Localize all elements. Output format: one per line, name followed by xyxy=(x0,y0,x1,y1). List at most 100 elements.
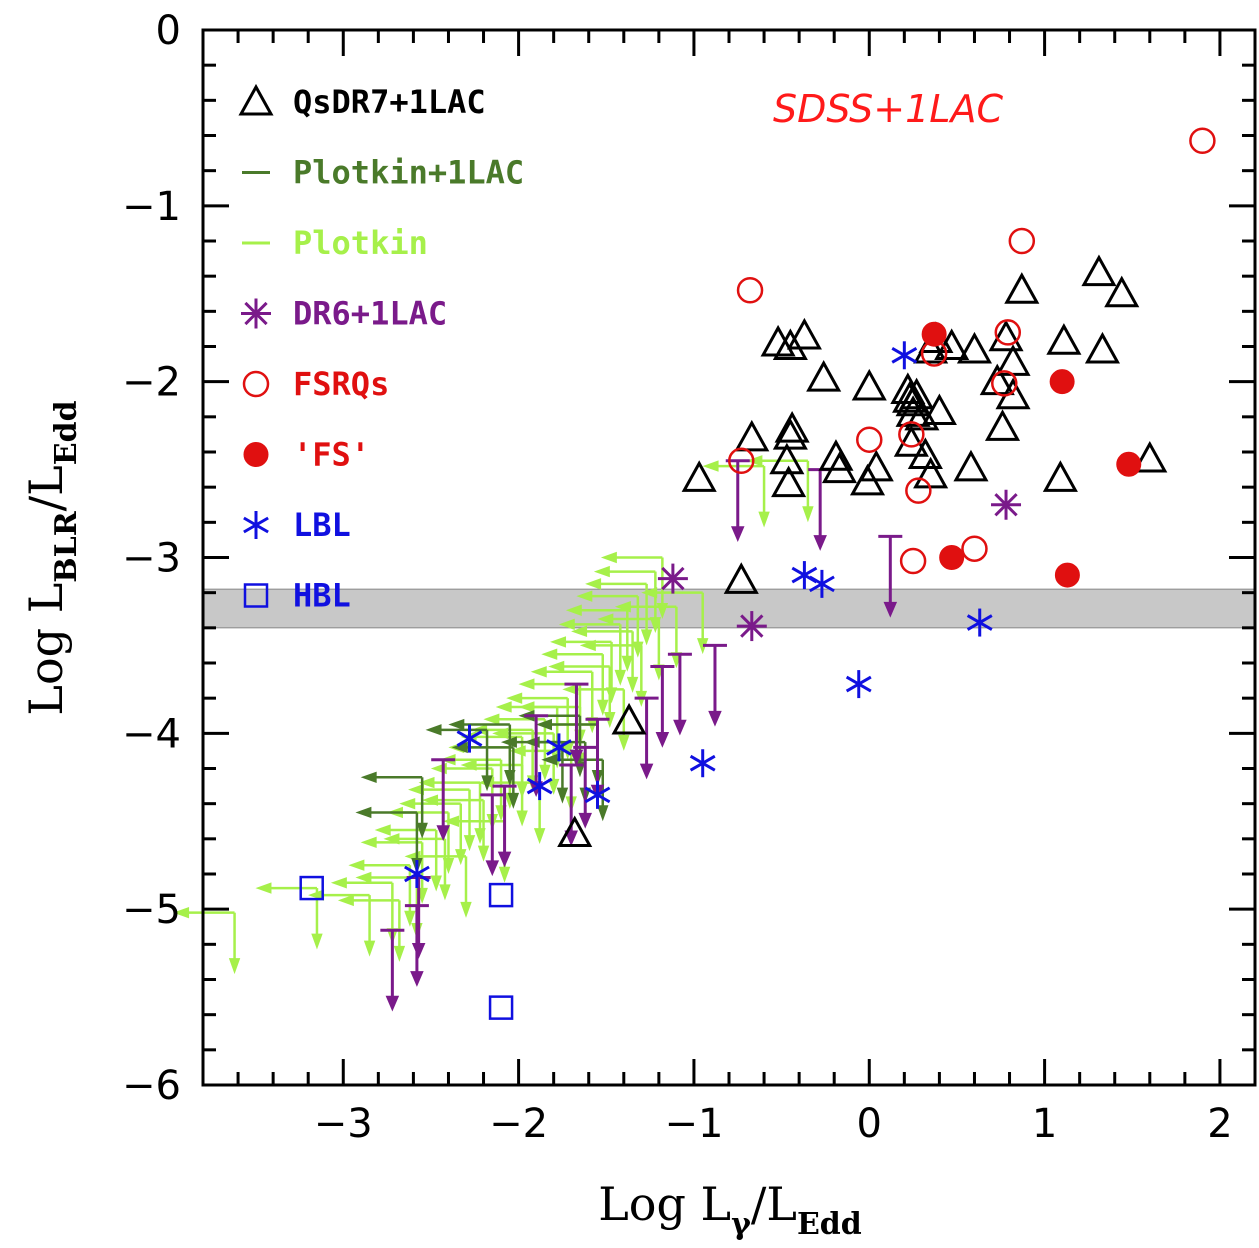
limit-down-head xyxy=(626,676,639,693)
limit-left-head xyxy=(746,455,763,467)
upper-limit-arrow xyxy=(431,758,456,841)
upper-limit-arrow xyxy=(380,928,405,1012)
limit-head xyxy=(411,943,426,959)
limit-down-head xyxy=(430,875,442,892)
square-point xyxy=(299,875,324,901)
limit-head xyxy=(385,995,400,1012)
x-tick-label: 1 xyxy=(1032,1101,1057,1147)
legend-label: 'FS' xyxy=(293,436,370,474)
y-tick-label: 0 xyxy=(156,8,181,54)
star-stroke xyxy=(809,575,835,593)
limit-left-head xyxy=(495,701,512,713)
star-point xyxy=(845,670,872,699)
limit-head xyxy=(578,812,592,829)
double-limit-arrow xyxy=(255,882,323,950)
upper-limit-arrow xyxy=(702,643,727,727)
legend-item: LBL xyxy=(243,506,351,544)
limit-left-head xyxy=(565,604,582,616)
double-limit-arrow xyxy=(451,741,520,809)
triangle-point xyxy=(723,562,759,594)
limit-down-head xyxy=(533,828,546,845)
square-point xyxy=(243,583,269,608)
legend: QsDR7+1LAC Plotkin+1LAC Plotkin DR6+1LAC FSR… xyxy=(238,83,524,615)
series-qsdr7 xyxy=(557,254,1168,848)
y-axis-label-sub2: Edd xyxy=(49,400,84,465)
double-limit-arrow xyxy=(641,586,709,655)
limit-left-head xyxy=(518,701,535,713)
limit-down-head xyxy=(621,655,634,672)
star-stroke xyxy=(546,739,572,756)
limit-left-head xyxy=(408,783,425,796)
limit-head xyxy=(813,535,827,551)
triangle-point xyxy=(1084,331,1121,364)
limit-down-head xyxy=(460,901,472,918)
triangle-point xyxy=(772,328,808,360)
limit-left-head xyxy=(360,771,377,784)
x-axis-label-sub2: Edd xyxy=(797,1207,862,1242)
circle-point xyxy=(1008,227,1036,255)
asterisk-stroke xyxy=(994,493,1018,517)
double-limit-arrow xyxy=(571,625,639,693)
series-lbl xyxy=(404,341,993,888)
upper-limit-arrow xyxy=(878,534,903,618)
asterisk-point xyxy=(736,611,767,642)
circle-point xyxy=(905,477,932,504)
limit-left-head xyxy=(541,648,558,660)
limit-left-head xyxy=(548,660,565,673)
limit-left-head xyxy=(702,460,719,472)
triangle-point xyxy=(821,451,858,484)
double-limit-arrow xyxy=(541,648,609,716)
filled-circle-point xyxy=(1054,562,1080,588)
x-tick-label: 2 xyxy=(1207,1101,1232,1147)
annotation-label: SDSS+1LAC xyxy=(773,87,1003,131)
triangle-point xyxy=(786,317,822,350)
upper-limit-arrow xyxy=(406,876,431,959)
circle-point xyxy=(899,547,927,575)
double-limit-arrow xyxy=(585,578,653,646)
limit-down-head xyxy=(539,764,551,781)
legend-label: Plotkin+1LAC xyxy=(293,154,524,192)
y-axis-label-sub1: BLR xyxy=(49,510,84,582)
limit-left-head xyxy=(173,906,190,919)
limit-left-head xyxy=(530,666,547,678)
asterisk-stroke xyxy=(244,301,268,326)
legend-label: DR6+1LAC xyxy=(293,295,447,333)
circle-point xyxy=(242,370,270,398)
limit-down-head xyxy=(516,810,528,827)
limit-left-head xyxy=(492,727,509,740)
limit-head xyxy=(673,719,687,736)
limit-head xyxy=(436,825,450,841)
legend-label: FSRQs xyxy=(293,365,389,403)
limit-left-head xyxy=(500,736,517,748)
circle-point xyxy=(728,447,755,475)
circle-point xyxy=(736,276,764,304)
circle-point xyxy=(898,421,925,448)
y-tick-label: −1 xyxy=(122,184,181,230)
legend-label: QsDR7+1LAC xyxy=(293,83,486,121)
x-tick-label: 0 xyxy=(857,1101,882,1147)
triangle-point xyxy=(956,331,993,364)
circle-point xyxy=(994,319,1022,346)
star-point xyxy=(891,341,918,370)
limit-down-head xyxy=(547,778,560,795)
double-limit-arrow xyxy=(746,455,814,523)
star-stroke xyxy=(966,614,993,631)
limit-left-head xyxy=(255,882,272,894)
limit-down-head xyxy=(597,699,609,716)
limit-left-head xyxy=(425,724,442,736)
limit-left-head xyxy=(360,836,377,849)
double-limit-arrow xyxy=(418,776,486,845)
data-marks xyxy=(173,127,1216,1020)
star-stroke xyxy=(891,346,918,364)
limit-down-head xyxy=(477,845,490,862)
limit-head xyxy=(497,851,512,868)
filled-circle-point xyxy=(939,545,965,570)
limit-down-head xyxy=(393,945,406,962)
series-dr6 xyxy=(380,459,903,1012)
limit-left-head xyxy=(518,678,535,690)
limit-left-head xyxy=(585,578,602,590)
legend-item: 'FS' xyxy=(243,436,370,474)
triangle-point xyxy=(771,465,807,498)
series-fsrq xyxy=(921,321,1142,588)
limit-down-head xyxy=(481,775,493,792)
